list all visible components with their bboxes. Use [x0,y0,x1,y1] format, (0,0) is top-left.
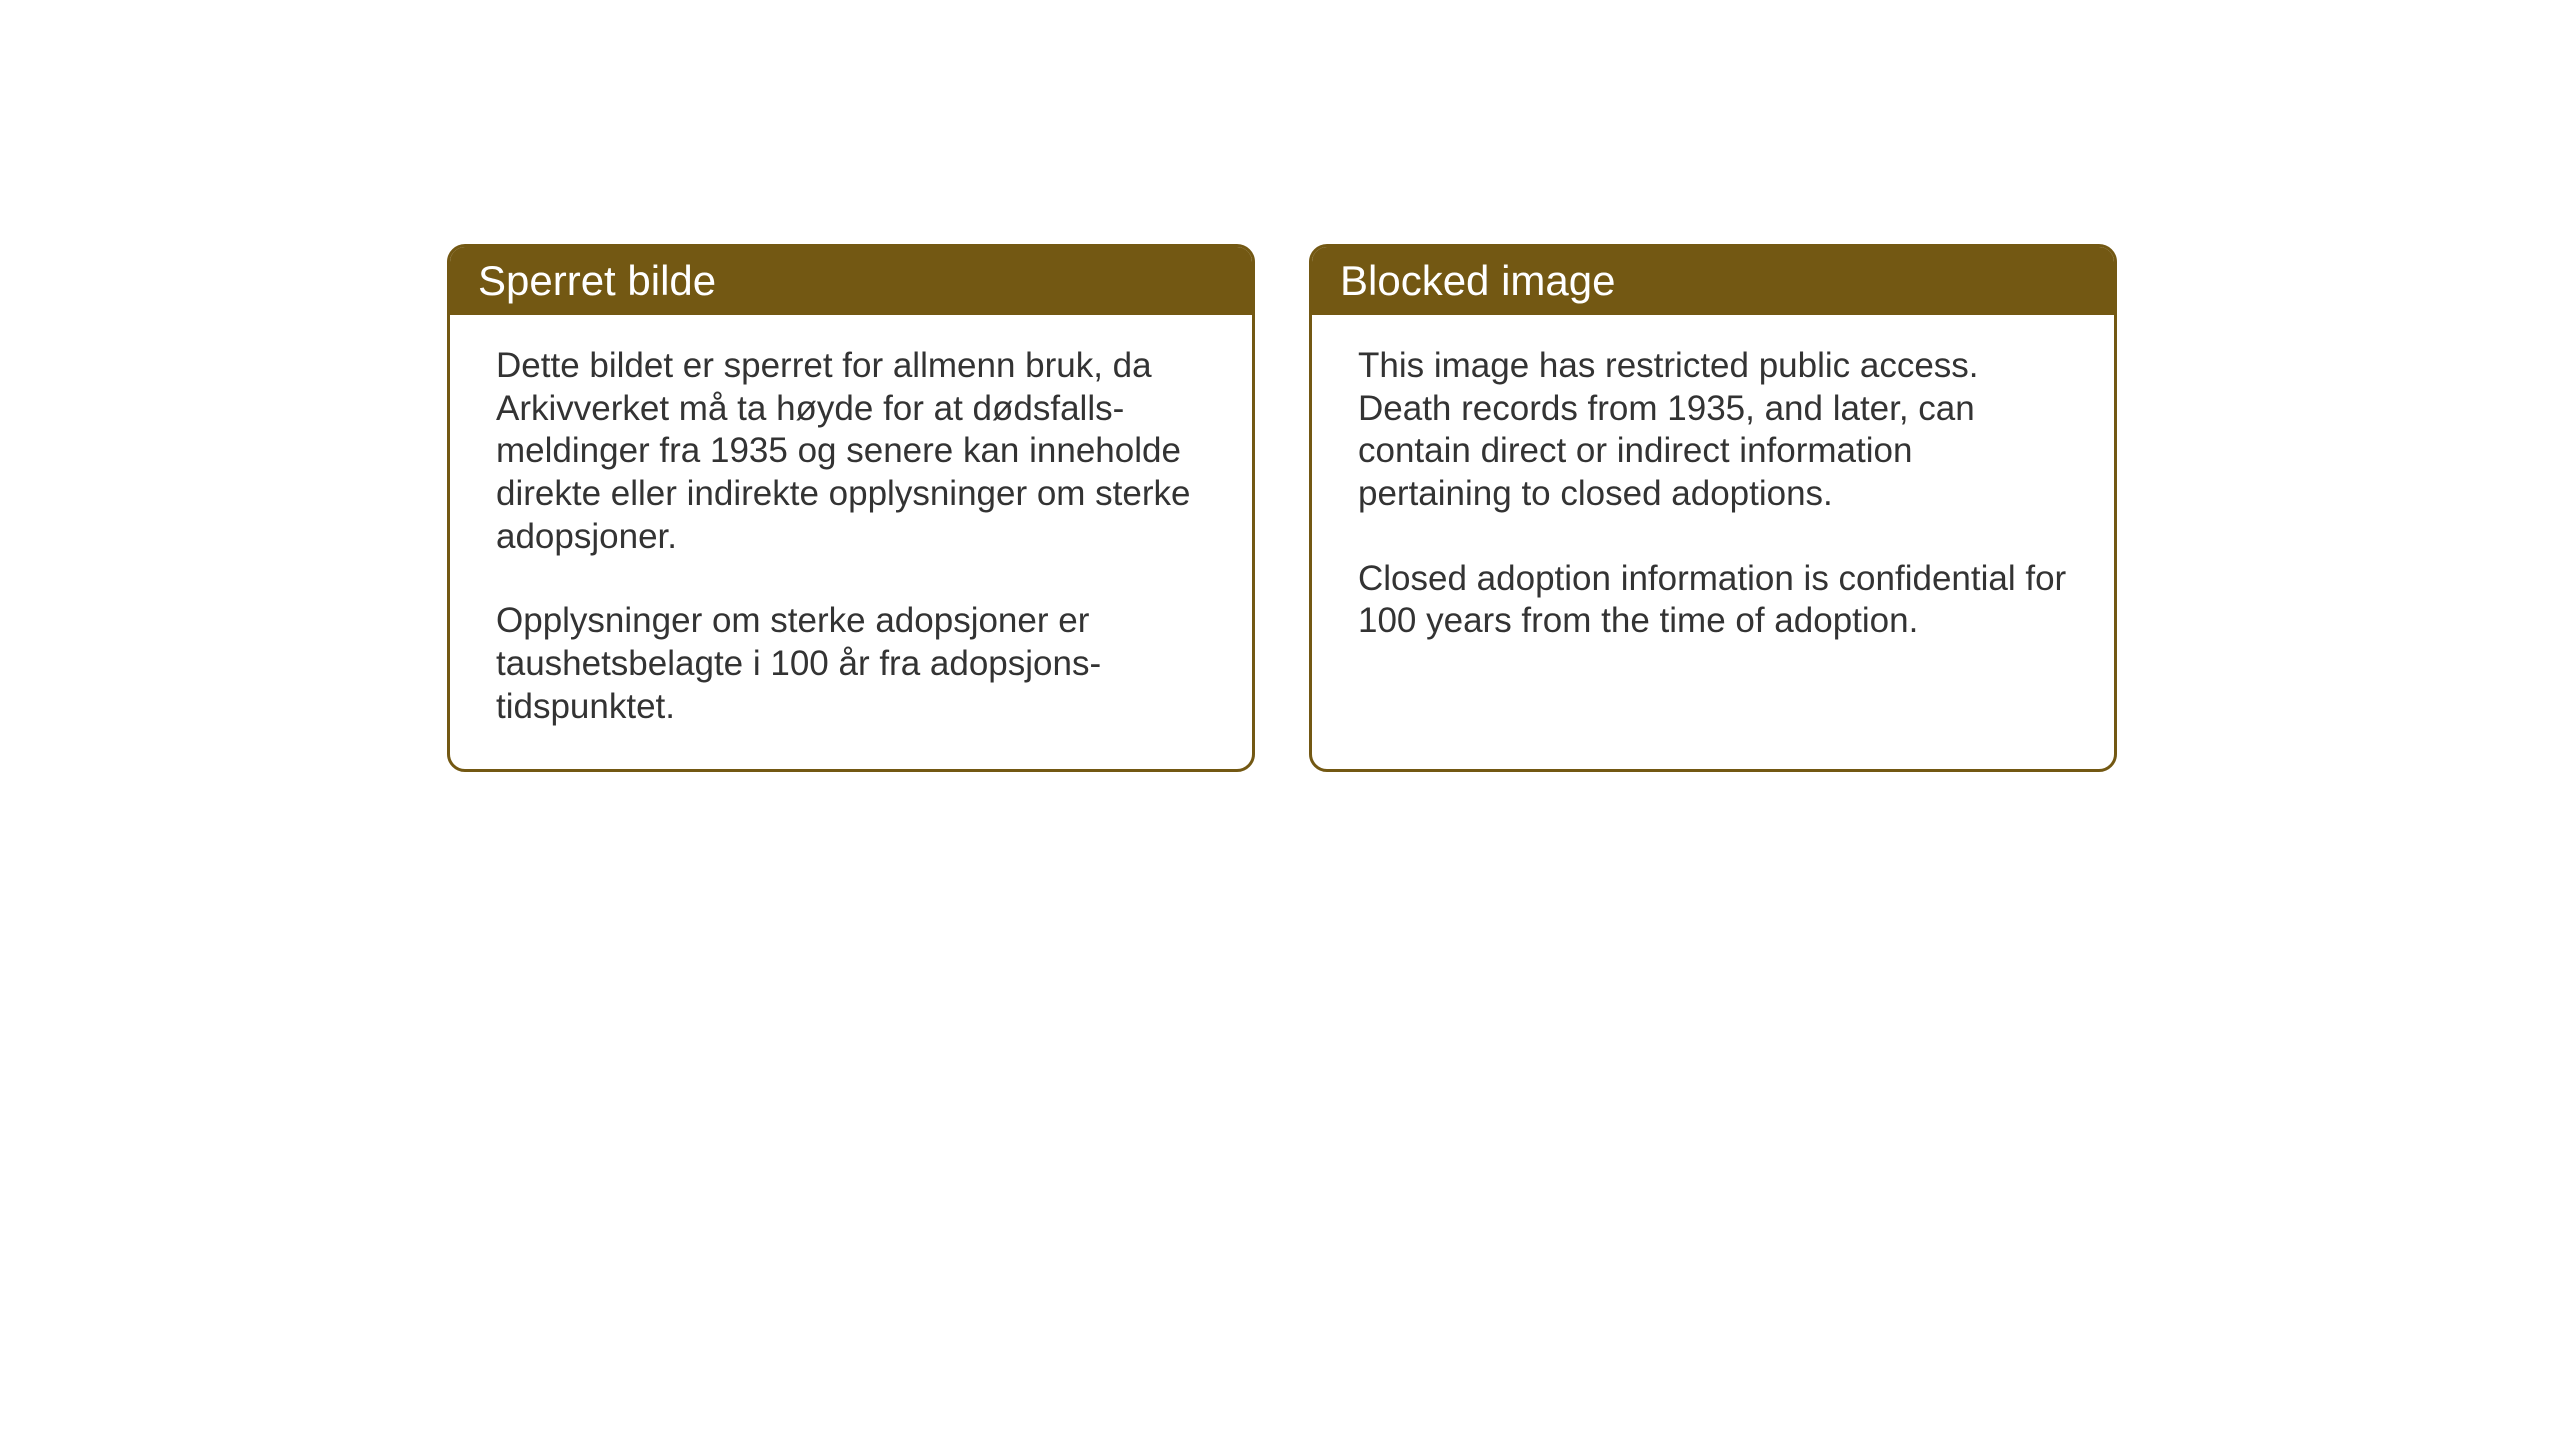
card-header-english: Blocked image [1312,247,2114,315]
card-body-english: This image has restricted public access.… [1312,315,2114,683]
card-title-english: Blocked image [1340,257,1615,304]
card-body-norwegian: Dette bildet er sperret for allmenn bruk… [450,315,1252,769]
cards-container: Sperret bilde Dette bildet er sperret fo… [447,244,2117,772]
card-paragraph-2-english: Closed adoption information is confident… [1358,558,2068,643]
card-english: Blocked image This image has restricted … [1309,244,2117,772]
card-paragraph-2-norwegian: Opplysninger om sterke adopsjoner er tau… [496,600,1206,728]
card-paragraph-1-norwegian: Dette bildet er sperret for allmenn bruk… [496,345,1206,558]
card-title-norwegian: Sperret bilde [478,257,716,304]
card-norwegian: Sperret bilde Dette bildet er sperret fo… [447,244,1255,772]
card-header-norwegian: Sperret bilde [450,247,1252,315]
card-paragraph-1-english: This image has restricted public access.… [1358,345,2068,516]
